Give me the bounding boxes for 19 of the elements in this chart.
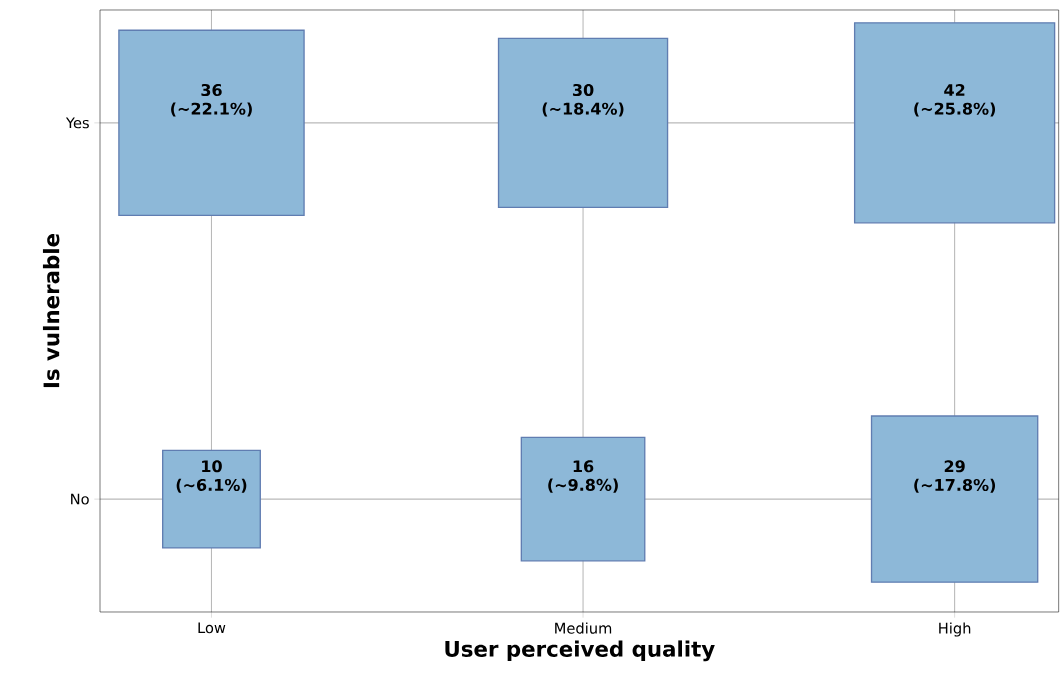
annotation: (~22.1%) (171, 102, 252, 117)
x-tick-label: High (939, 622, 971, 637)
x-tick-label: Medium (555, 622, 612, 634)
annotation: (~9.8%) (548, 478, 618, 493)
annotation: (~6.1%) (176, 478, 247, 493)
data-label: 36 (201, 83, 222, 97)
data-label: 16 (573, 460, 594, 473)
y-tick-label: No (71, 493, 89, 505)
y-tick-label: Yes (65, 117, 89, 129)
annotation: (~18.4%) (542, 102, 624, 117)
data-label: 42 (944, 83, 965, 96)
annotation: (~17.8%) (914, 478, 996, 493)
data-label: 30 (572, 83, 594, 97)
x-tick-label: Low (198, 622, 226, 634)
data-label: 10 (202, 460, 222, 473)
y-axis-title: Is vulnerable (42, 233, 60, 388)
data-label: 29 (944, 460, 965, 473)
x-axis-title: User perceived quality (445, 640, 715, 662)
annotation: (~25.8%) (914, 102, 996, 117)
